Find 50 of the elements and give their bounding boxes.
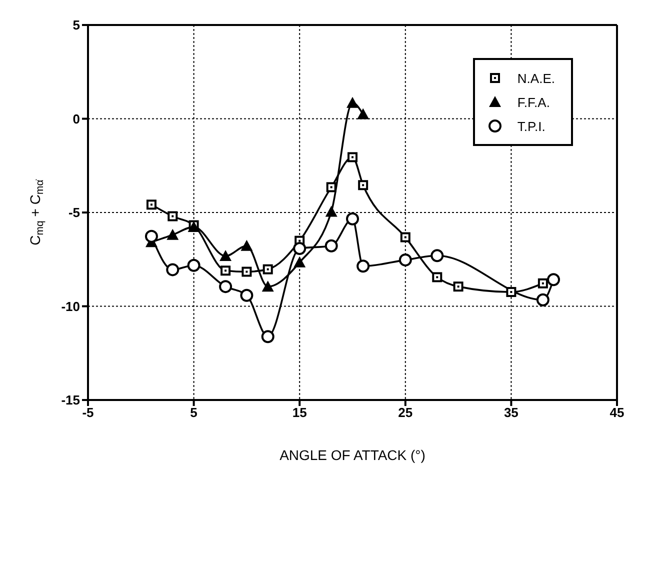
y-tick-label: 0 — [72, 111, 80, 126]
point — [294, 256, 306, 268]
point — [166, 228, 179, 240]
point — [356, 260, 370, 273]
point — [168, 211, 178, 222]
point — [346, 96, 358, 108]
x-tick-label: 35 — [504, 405, 518, 420]
point — [536, 293, 550, 306]
point — [346, 212, 359, 226]
point — [261, 330, 274, 344]
y-tick-label: -10 — [61, 298, 80, 314]
x-tick-label: -5 — [82, 405, 94, 420]
point — [262, 264, 273, 274]
point — [357, 108, 370, 120]
point — [348, 152, 358, 162]
point — [358, 180, 368, 190]
point — [398, 253, 412, 266]
point — [400, 232, 410, 242]
x-axis-title: ANGLE OF ATTACK (°) — [280, 447, 426, 463]
x-tick-label: 15 — [292, 405, 307, 420]
point — [240, 240, 253, 251]
point — [166, 263, 180, 276]
point — [432, 272, 442, 282]
legend-label: T.P.I. — [517, 118, 546, 134]
point — [538, 278, 548, 288]
point — [326, 182, 336, 192]
legend-label: F.F.A. — [517, 94, 550, 110]
point — [506, 287, 516, 297]
point — [430, 249, 444, 262]
x-tick-label: 45 — [610, 405, 624, 420]
point — [240, 288, 254, 302]
y-tick-label: 5 — [72, 18, 80, 33]
point — [242, 266, 252, 277]
point — [325, 206, 338, 217]
x-tick-label: 25 — [398, 405, 413, 420]
point — [146, 200, 156, 210]
point — [220, 250, 232, 261]
point — [144, 230, 158, 243]
point — [293, 242, 306, 255]
point — [453, 282, 464, 292]
x-tick-label: 5 — [190, 405, 198, 420]
legend-label: N.A.E. — [517, 70, 555, 86]
y-tick-label: -15 — [61, 392, 80, 408]
point — [262, 280, 274, 292]
y-tick-label: -5 — [68, 205, 80, 220]
point — [220, 266, 231, 276]
point — [547, 273, 560, 286]
point — [219, 280, 232, 294]
point — [324, 239, 338, 252]
point — [187, 258, 200, 272]
